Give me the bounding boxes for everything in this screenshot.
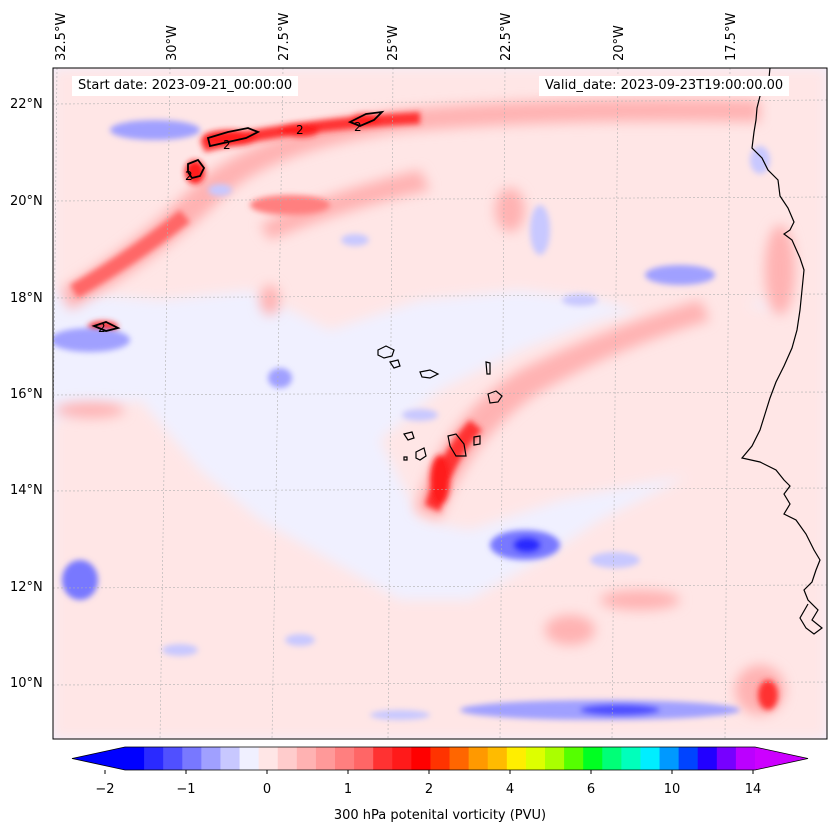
colorbar-tick-label: −2: [95, 782, 115, 797]
colorbar-title: 300 hPa potenital vorticity (PVU): [333, 808, 547, 823]
contour-label: 2: [185, 169, 193, 183]
colorbar-segment: [564, 747, 584, 770]
contour-label: 2: [223, 138, 231, 152]
colorbar-segment: [373, 747, 393, 770]
lat-label: 12°N: [10, 580, 43, 595]
colorbar: [71, 746, 809, 774]
colorbar-segment: [315, 747, 336, 770]
colorbar-segment: [602, 747, 622, 770]
pv-pink-bands: [55, 98, 795, 715]
colorbar-segment: [487, 747, 508, 770]
lon-label: 32.5°W: [54, 12, 69, 61]
lon-label: 17.5°W: [724, 12, 739, 61]
lat-label: 16°N: [10, 387, 43, 402]
colorbar-segment: [201, 747, 222, 770]
lat-label: 10°N: [10, 676, 43, 691]
colorbar-segment: [545, 747, 565, 770]
lat-label: 14°N: [10, 483, 43, 498]
colorbar-segment: [239, 747, 260, 770]
colorbar-tick-label: 14: [744, 782, 762, 797]
colorbar-tick-label: 4: [505, 782, 515, 797]
colorbar-segment: [125, 747, 145, 770]
colorbar-segment: [411, 747, 432, 770]
africa-coastline: [740, 68, 823, 635]
pv-2-contours: [91, 110, 385, 332]
colorbar-tick-label: 2: [424, 782, 434, 797]
pv-light-pink-regions: [53, 68, 827, 739]
lat-label: 22°N: [10, 97, 43, 112]
colorbar-segment: [678, 747, 699, 770]
colorbar-tick-label: 0: [262, 782, 272, 797]
colorbar-segment: [716, 747, 737, 770]
colorbar-segment: [621, 747, 642, 770]
colorbar-tick-label: 6: [586, 782, 596, 797]
contour-label: 2: [354, 120, 362, 134]
colorbar-segment: [583, 747, 603, 770]
colorbar-segment: [468, 747, 489, 770]
colorbar-max-extend: [755, 747, 808, 770]
colorbar-segment: [220, 747, 241, 770]
colorbar-tick-label: 1: [343, 782, 353, 797]
colorbar-segment: [697, 747, 718, 770]
colorbar-segment: [163, 747, 183, 770]
lat-label: 20°N: [10, 194, 43, 209]
colorbar-min-extend: [72, 747, 125, 770]
map-frame: [52, 67, 828, 740]
valid-date: Valid_date: 2023-09-23T19:00:00.00: [539, 76, 790, 96]
colorbar-segment: [392, 747, 412, 770]
colorbar-segment: [296, 747, 317, 770]
lon-label: 22.5°W: [499, 12, 514, 61]
lat-label: 18°N: [10, 291, 43, 306]
colorbar-segment: [258, 747, 279, 770]
start-date: Start date: 2023-09-21_00:00:00: [72, 76, 299, 96]
colorbar-segment: [354, 747, 374, 770]
colorbar-segment: [277, 747, 298, 770]
colorbar-tick-label: −1: [176, 782, 196, 797]
colorbar-segment: [449, 747, 470, 770]
colorbar-segment: [525, 747, 546, 770]
contour-label: 2: [296, 123, 304, 137]
colorbar-outline: [71, 746, 809, 771]
colorbar-segment: [659, 747, 680, 770]
colorbar-segment: [735, 747, 756, 770]
colorbar-segment: [144, 747, 164, 770]
pv-field: 2 2 2 2 2: [53, 68, 827, 739]
lon-label: 30°W: [165, 25, 180, 61]
colorbar-segment: [182, 747, 202, 770]
contour-label: 2: [98, 321, 106, 335]
colorbar-segment: [335, 747, 355, 770]
colorbar-segment: [430, 747, 451, 770]
pv-blue-regions: [53, 120, 770, 720]
cape-verde-islands: [377, 345, 503, 461]
gridlines: [53, 68, 827, 739]
colorbar-tick-label: 10: [663, 782, 681, 797]
contour-labels: 2 2 2 2 2: [98, 120, 362, 335]
colorbar-segment: [640, 747, 661, 770]
lon-label: 20°W: [612, 25, 627, 61]
colorbar-segment: [506, 747, 527, 770]
lon-label: 25°W: [386, 25, 401, 61]
lon-label: 27.5°W: [277, 12, 292, 61]
